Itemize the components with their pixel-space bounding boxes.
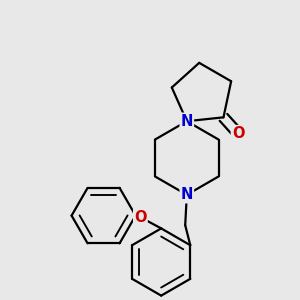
Text: N: N [181,114,193,129]
Text: O: O [134,210,147,225]
Text: N: N [181,187,193,202]
Text: O: O [232,126,244,141]
